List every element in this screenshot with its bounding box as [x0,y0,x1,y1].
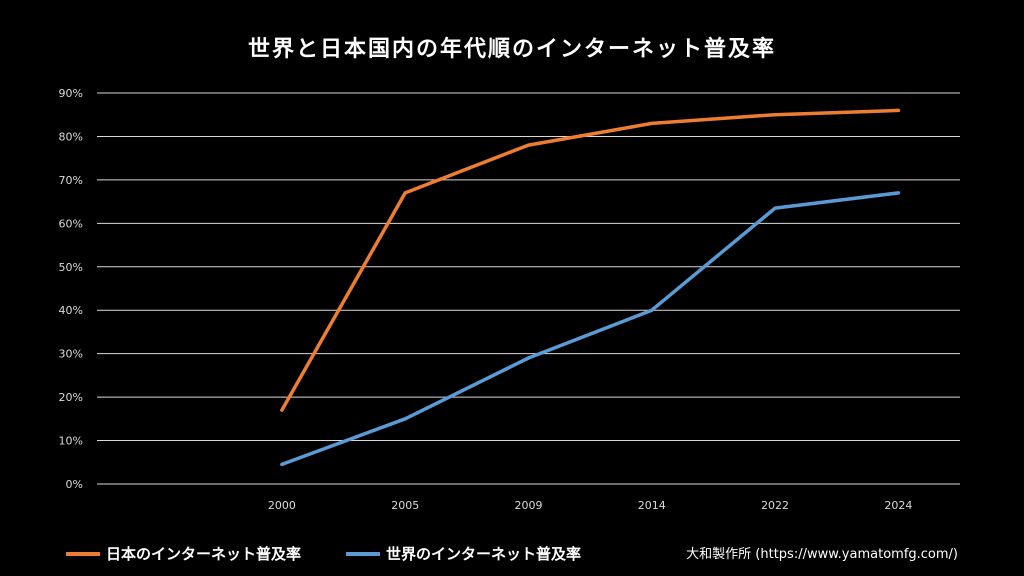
y-axis-ticks: 0% 10% 20% 30% 40% 50% 60% 70% 80% 90% [59,87,83,491]
series-line-japan [280,108,901,412]
y-tick-label: 20% [59,391,83,404]
data-point-world [403,417,407,421]
series-line-world [280,191,901,467]
y-tick-label: 10% [59,435,83,448]
data-point-world [773,206,777,210]
y-tick-label: 80% [59,130,83,143]
data-point-world [526,356,531,360]
y-tick-label: 30% [59,348,83,361]
data-point-world [896,191,900,195]
x-tick-label: 2022 [761,499,789,512]
legend-item-japan: 日本のインターネット普及率 [66,545,301,563]
y-tick-label: 40% [59,304,83,317]
x-tick-label: 2014 [638,499,666,512]
series-lines [280,108,901,467]
x-tick-label: 2000 [268,499,296,512]
y-tick-label: 70% [59,174,83,187]
x-tick-label: 2005 [391,499,419,512]
data-point-japan [280,408,284,412]
legend-label-world: 世界のインターネット普及率 [386,545,581,563]
x-tick-label: 2024 [884,499,912,512]
chart-title: 世界と日本国内の年代順のインターネット普及率 [248,36,776,62]
y-tick-label: 50% [59,261,83,274]
y-tick-label: 0% [66,478,83,491]
legend-item-world: 世界のインターネット普及率 [346,545,581,563]
data-point-world [650,308,654,312]
y-tick-label: 90% [59,87,83,100]
data-point-japan [773,113,777,117]
y-tick-label: 60% [59,217,83,230]
data-point-japan [403,191,407,195]
source-credit: 大和製作所 (https://www.yamatomfg.com/) [686,547,958,562]
x-tick-label: 2009 [515,499,543,512]
x-axis-ticks: 2000 2005 2009 2014 2022 2024 [268,499,912,512]
legend: 日本のインターネット普及率 世界のインターネット普及率 [66,545,581,563]
data-point-japan [526,143,531,147]
data-point-japan [896,108,900,112]
legend-label-japan: 日本のインターネット普及率 [106,545,301,563]
gridlines [97,92,960,485]
data-point-world [280,462,284,467]
data-point-japan [650,121,654,126]
